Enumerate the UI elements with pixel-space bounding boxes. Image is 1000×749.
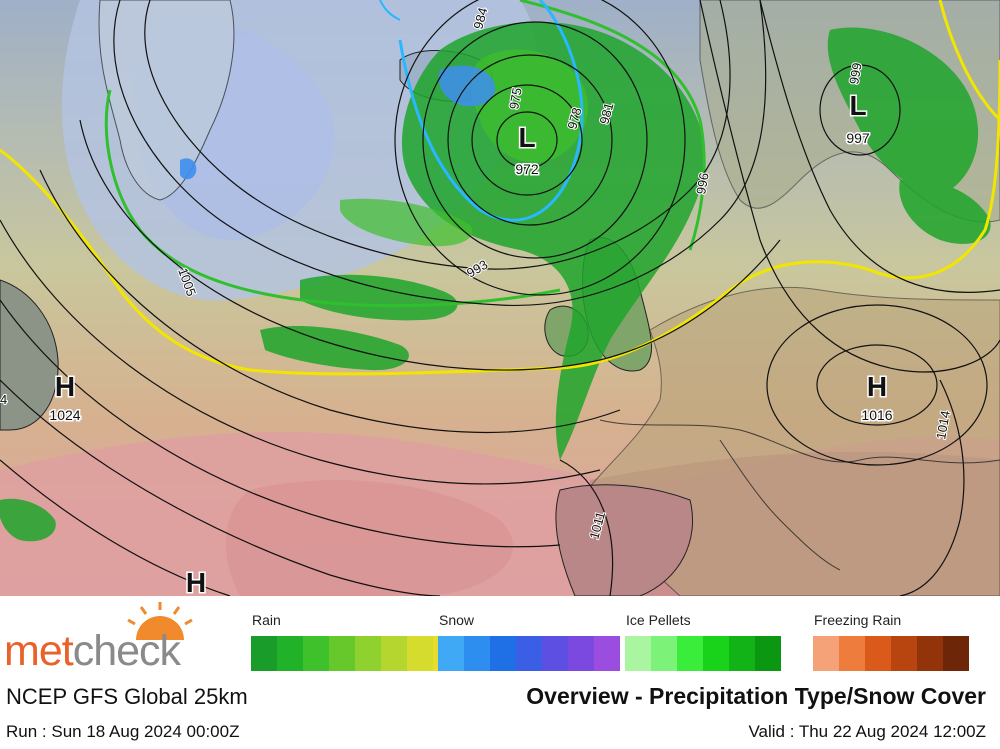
low-pressure-value: 972 [515,161,539,177]
legend-swatch-ice [677,636,703,671]
legend-swatch-freezing [943,636,969,671]
low-pressure-value: 997 [846,130,870,146]
yellow-contour [0,59,1000,376]
greenland-outline [98,0,235,201]
map-canvas: L 972 L 997 H 1024 H 1016 H 984 975 978 … [0,0,1000,596]
valid-time: Valid : Thu 22 Aug 2024 12:00Z [748,722,986,741]
isobar-label: 984 [470,6,490,31]
legend-swatch-rain [381,636,407,671]
iberia-outline [555,484,694,596]
legend-swatch-ice [755,636,781,671]
isobar-labels: 984 975 978 981 993 996 999 1005 1011 10… [0,5,954,542]
legend-swatch-freezing [891,636,917,671]
legend-swatch-snow [438,636,464,671]
sun-icon [127,602,193,640]
isobar-label: 4 [0,392,7,407]
legend-snow-label: Snow [439,612,475,628]
run-time: Run : Sun 18 Aug 2024 00:00Z [6,722,240,741]
low-pressure-symbol: L [518,122,535,153]
legend-swatch-rain [329,636,355,671]
isobar-label: 981 [596,101,616,126]
legend-ice-swatches [625,636,781,671]
weather-map: L 972 L 997 H 1024 H 1016 H 984 975 978 … [0,0,1000,596]
legend-swatch-rain [277,636,303,671]
metcheck-logo [127,602,193,640]
chart-title: Overview - Precipitation Type/Snow Cover [526,683,986,709]
isobars [0,0,1000,596]
legend-ice-label: Ice Pellets [626,612,691,628]
legend-swatch-snow [542,636,568,671]
model-name: NCEP GFS Global 25km [6,684,248,709]
legend-swatch-ice [703,636,729,671]
legend-rain-swatches [251,636,459,671]
low-pressure-symbol: L [849,90,866,121]
legend-swatch-rain [355,636,381,671]
legend-swatch-rain [303,636,329,671]
legend-swatch-snow [594,636,620,671]
legend-freezing-swatches [813,636,969,671]
legend-swatch-freezing [917,636,943,671]
isobar-label: 996 [693,172,712,196]
legend-swatch-rain [251,636,277,671]
legend-swatch-freezing [865,636,891,671]
legend-swatch-ice [625,636,651,671]
isobar-label: 1014 [933,409,953,440]
isobar-label: 999 [846,62,865,86]
rain-areas [0,21,991,542]
legend-snow-swatches [438,636,620,671]
legend-swatch-snow [568,636,594,671]
legend-swatch-rain [407,636,433,671]
legend-swatch-snow [490,636,516,671]
legend-freezing-label: Freezing Rain [814,612,902,628]
high-pressure-symbol: H [867,371,887,402]
high-pressure-symbol: H [186,567,206,596]
cyan-contour [398,0,584,222]
high-pressure-value: 1024 [49,407,80,423]
legend-swatch-ice [729,636,755,671]
legend-swatch-ice [651,636,677,671]
metcheck-wordmark: metcheck [4,627,181,675]
legend-rain-label: Rain [252,612,281,628]
brand-check: check [72,627,181,675]
isobar-label: 978 [564,106,584,131]
pressure-labels: L 972 L 997 H 1024 H 1016 H [48,89,894,597]
green-contour [104,89,561,308]
high-pressure-value: 1016 [861,407,892,423]
legend-swatch-freezing [813,636,839,671]
legend-swatch-freezing [839,636,865,671]
legend-swatch-snow [464,636,490,671]
high-pressure-symbol: H [55,371,75,402]
brand-met: met [4,627,74,675]
canada-outline [0,279,59,431]
legend-swatch-snow [516,636,542,671]
isobar-label: 975 [506,87,525,111]
